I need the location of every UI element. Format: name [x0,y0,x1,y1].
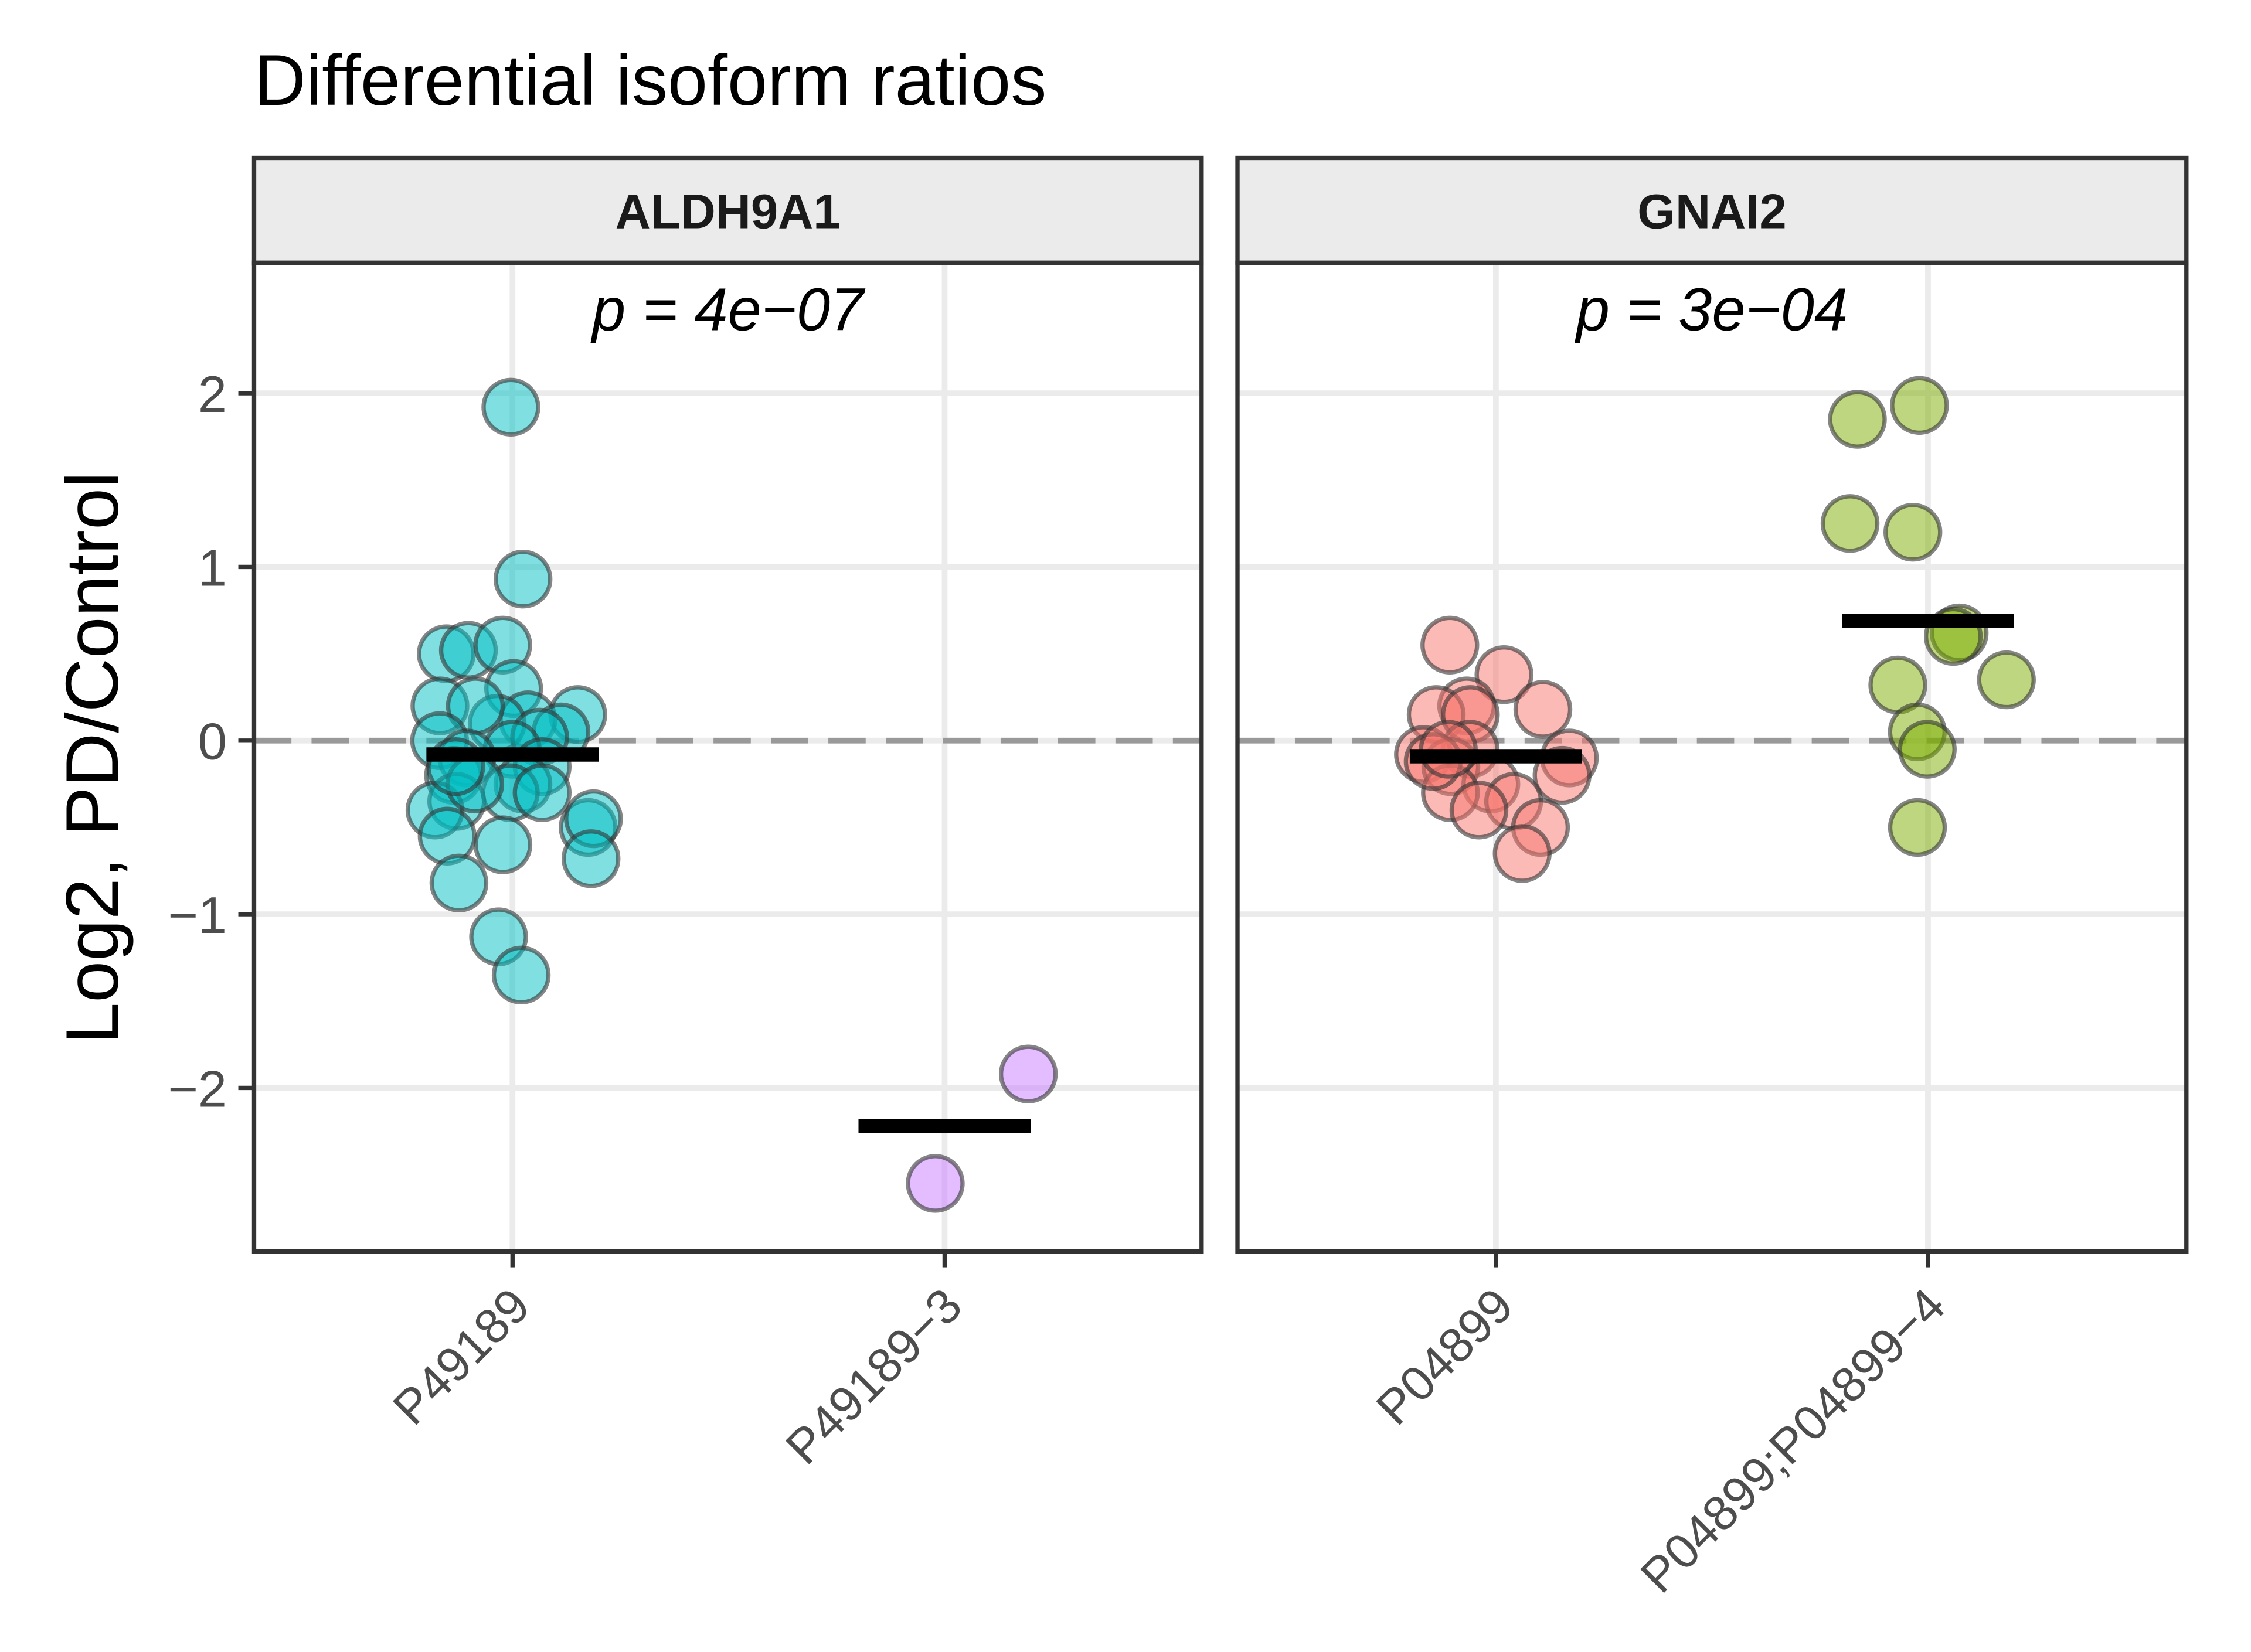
x-tick-label: P04899 [1366,1278,1524,1436]
data-point [1820,494,1880,553]
data-point [1420,615,1480,675]
x-tick-label: P04899;P04899−4 [1630,1278,1956,1603]
data-point [562,829,621,888]
mean-bar [1842,614,2014,628]
facet-strip [251,155,1204,265]
mean-bar [426,747,599,762]
data-point [473,815,533,874]
data-point [906,1154,965,1213]
p-value-annotation: p = 3e−04 [1575,275,1848,343]
data-point [1977,650,2036,710]
data-point [1888,798,1947,857]
chart-title: Differential isoform ratios [254,40,1046,120]
data-point [512,763,572,822]
y-tick-label: 1 [198,539,227,597]
x-tick-label: P49189 [383,1278,540,1436]
data-point [998,1044,1058,1103]
facet-strip [1235,155,2189,265]
facet-label: GNAI2 [1637,185,1786,239]
data-point [491,945,551,1005]
mean-bar [1409,749,1582,764]
data-point [1883,502,1943,562]
data-point [481,377,540,437]
data-point [1474,645,1533,704]
y-tick-label: −2 [168,1060,227,1118]
y-tick-label: 0 [198,713,227,771]
facet-label: ALDH9A1 [616,185,841,239]
panel-background [254,263,1202,1252]
y-tick-label: −1 [168,886,227,944]
data-point [1828,390,1887,449]
data-point [1449,781,1509,840]
data-point [1898,720,1957,779]
data-point [1890,376,1949,435]
data-point [1513,680,1573,739]
data-point [1492,824,1552,883]
data-point [429,853,489,912]
y-tick-label: 2 [198,365,227,423]
p-value-annotation: p = 4e−07 [590,275,866,343]
mean-bar [858,1119,1031,1133]
data-point [493,549,553,609]
x-tick-label: P49189−3 [776,1278,973,1475]
y-axis-label: Log2, PD/Control [50,472,134,1044]
panel-background [1237,263,2187,1252]
